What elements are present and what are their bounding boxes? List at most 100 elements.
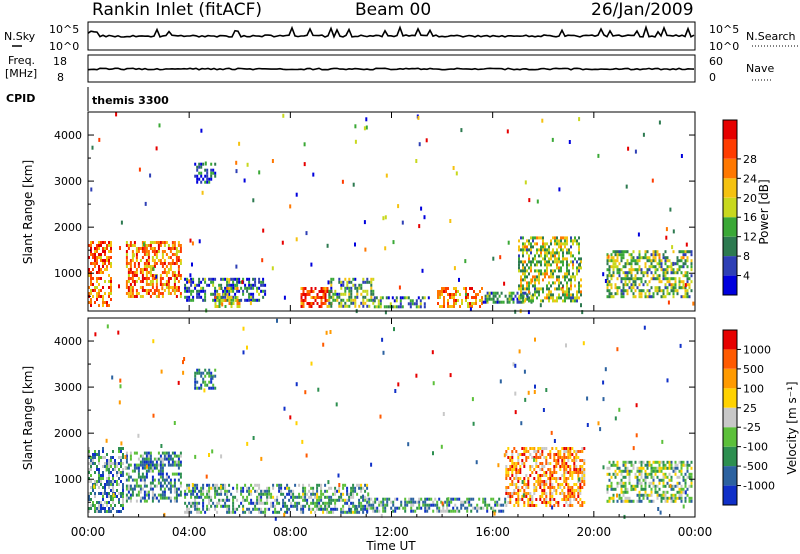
velocity-patch-3 (366, 497, 507, 513)
velocity-colorbar-swatch-0 (723, 485, 737, 505)
velocity-patch-1 (125, 451, 182, 503)
velocity-patch-5 (606, 460, 693, 503)
power-colorbar-tick-label-0: 4 (743, 270, 750, 283)
power-patch-3 (214, 287, 241, 308)
velocity-colorbar-tick-label-3: 25 (743, 402, 757, 415)
cpid-label: CPID (6, 92, 35, 105)
power-colorbar-swatch-7 (723, 139, 737, 159)
velocity-ytick-label-1: 2000 (54, 427, 82, 440)
nave-tick-top: 60 (709, 55, 723, 68)
power-colorbar-tick-label-5: 24 (743, 172, 757, 185)
power-ytick-label-0: 1000 (54, 267, 82, 280)
velocity-ytick-label-2: 3000 (54, 381, 82, 394)
power-colorbar-swatch-3 (723, 217, 737, 237)
time-tick-label-0: 00:00 (71, 525, 106, 539)
freq-label: Freq. (8, 54, 35, 67)
velocity-colorbar-swatch-8 (723, 330, 737, 350)
velocity-ytick-label-0: 1000 (54, 473, 82, 486)
nsearch-tick-bottom: 10^0 (709, 40, 739, 53)
velocity-patch-4 (505, 447, 586, 507)
velocity-panel: 1000 2000 3000 4000 Slant Range [km] 1000 50… (21, 317, 799, 521)
power-patch-0 (88, 241, 112, 307)
velocity-colorbar-swatch-1 (723, 466, 737, 486)
power-colorbar-swatch-4 (723, 197, 737, 218)
velocity-colorbar-label: Velocity [m s⁻¹] (785, 381, 799, 474)
velocity-patch-6 (194, 368, 217, 390)
time-axis-label: Time UT (365, 539, 416, 553)
velocity-colorbar-swatch-3 (723, 427, 737, 447)
power-colorbar-swatch-2 (723, 236, 737, 257)
nsky-tick-bottom: 10^0 (49, 40, 79, 53)
power-colorbar-swatch-6 (723, 158, 737, 179)
nsky-panel: N.Sky 10^5 10^0 N.Search 10^5 10^0 (4, 21, 798, 53)
power-ytick-label-3: 4000 (54, 129, 82, 142)
velocity-patch-2 (184, 483, 369, 514)
velocity-ylabel: Slant Range [km] (21, 366, 35, 470)
power-panel: 1000 2000 3000 4000 Slant Range [km] 4 8 12 16… (21, 111, 771, 315)
power-ytick-label-2: 3000 (54, 175, 82, 188)
velocity-patch-0 (88, 447, 124, 513)
cpid-panel: CPID themis 3300 (6, 87, 169, 111)
velocity-colorbar-tick-label-5: -100 (743, 441, 768, 454)
power-colorbar-tick-label-1: 8 (743, 250, 750, 263)
time-tick-label-1: 04:00 (172, 525, 207, 539)
velocity-colorbar-swatch-5 (723, 388, 737, 408)
beam-title: Beam 00 (355, 0, 432, 20)
velocity-colorbar-tick-label-7: -1000 (743, 480, 775, 493)
power-patch-7 (437, 287, 483, 308)
power-y-axis: 1000 2000 3000 4000 (54, 129, 695, 297)
time-tick-label-6: 00:00 (678, 525, 713, 539)
nsearch-tick-top: 10^5 (709, 23, 739, 36)
power-ytick-label-1: 2000 (54, 221, 82, 234)
power-colorbar: 4 8 12 16 20 24 28 (722, 119, 757, 296)
velocity-colorbar-tick-label-0: 1000 (743, 343, 771, 356)
freq-tick-top: 18 (53, 55, 67, 68)
power-colorbar-tick-label-4: 20 (743, 192, 757, 205)
power-colorbar-tick-label-6: 28 (743, 153, 757, 166)
velocity-colorbar-tick-label-6: -500 (743, 460, 768, 473)
velocity-colorbar-swatch-2 (723, 446, 737, 467)
velocity-colorbar-tick-label-4: -25 (743, 421, 761, 434)
time-tick-label-3: 12:00 (374, 525, 409, 539)
power-patch-4 (300, 287, 333, 308)
power-colorbar-tick-label-3: 16 (743, 211, 757, 224)
power-colorbar-tick-label-2: 12 (743, 231, 757, 244)
velocity-colorbar-tick-label-2: 100 (743, 382, 764, 395)
power-patch-8 (482, 291, 533, 304)
velocity-colorbar-swatch-4 (723, 407, 737, 428)
freq-unit: [MHz] (5, 67, 37, 80)
power-colorbar-swatch-5 (723, 178, 737, 198)
velocity-data (88, 318, 693, 521)
velocity-colorbar-frame (722, 329, 738, 506)
velocity-scatter (93, 318, 687, 521)
power-data (88, 112, 695, 315)
nsky-tick-top: 10^5 (49, 23, 79, 36)
power-scatter (90, 112, 695, 315)
nsky-trace (87, 24, 695, 39)
velocity-y-axis: 1000 2000 3000 4000 (54, 335, 695, 503)
power-colorbar-swatch-1 (723, 256, 737, 276)
power-patch-6 (373, 296, 430, 309)
velocity-colorbar-swatch-7 (723, 349, 737, 369)
power-ylabel: Slant Range [km] (21, 160, 35, 264)
power-colorbar-swatch-0 (723, 275, 737, 295)
freq-trace (87, 67, 695, 71)
station-title: Rankin Inlet (fitACF) (92, 0, 263, 20)
time-tick-label-5: 20:00 (577, 525, 612, 539)
velocity-colorbar-swatch-6 (723, 368, 737, 389)
nave-label: Nave (746, 62, 774, 75)
power-patch-9 (518, 236, 582, 303)
nave-tick-bottom: 0 (709, 71, 716, 84)
power-patch-10 (606, 250, 693, 299)
freq-tick-bottom: 8 (57, 71, 64, 84)
velocity-ytick-label-3: 4000 (54, 335, 82, 348)
power-colorbar-swatch-8 (723, 120, 737, 140)
time-tick-label-2: 08:00 (273, 525, 308, 539)
power-colorbar-frame (722, 119, 738, 296)
nsky-label: N.Sky (4, 30, 36, 43)
time-axis: 00:00 04:00 08:00 12:00 16:00 20:00 00:00 (71, 112, 713, 539)
nsearch-label: N.Search (746, 30, 796, 43)
velocity-colorbar: 1000 500 100 25 -25 -100 -500 -1000 (722, 329, 775, 506)
power-patch-11 (194, 162, 217, 184)
